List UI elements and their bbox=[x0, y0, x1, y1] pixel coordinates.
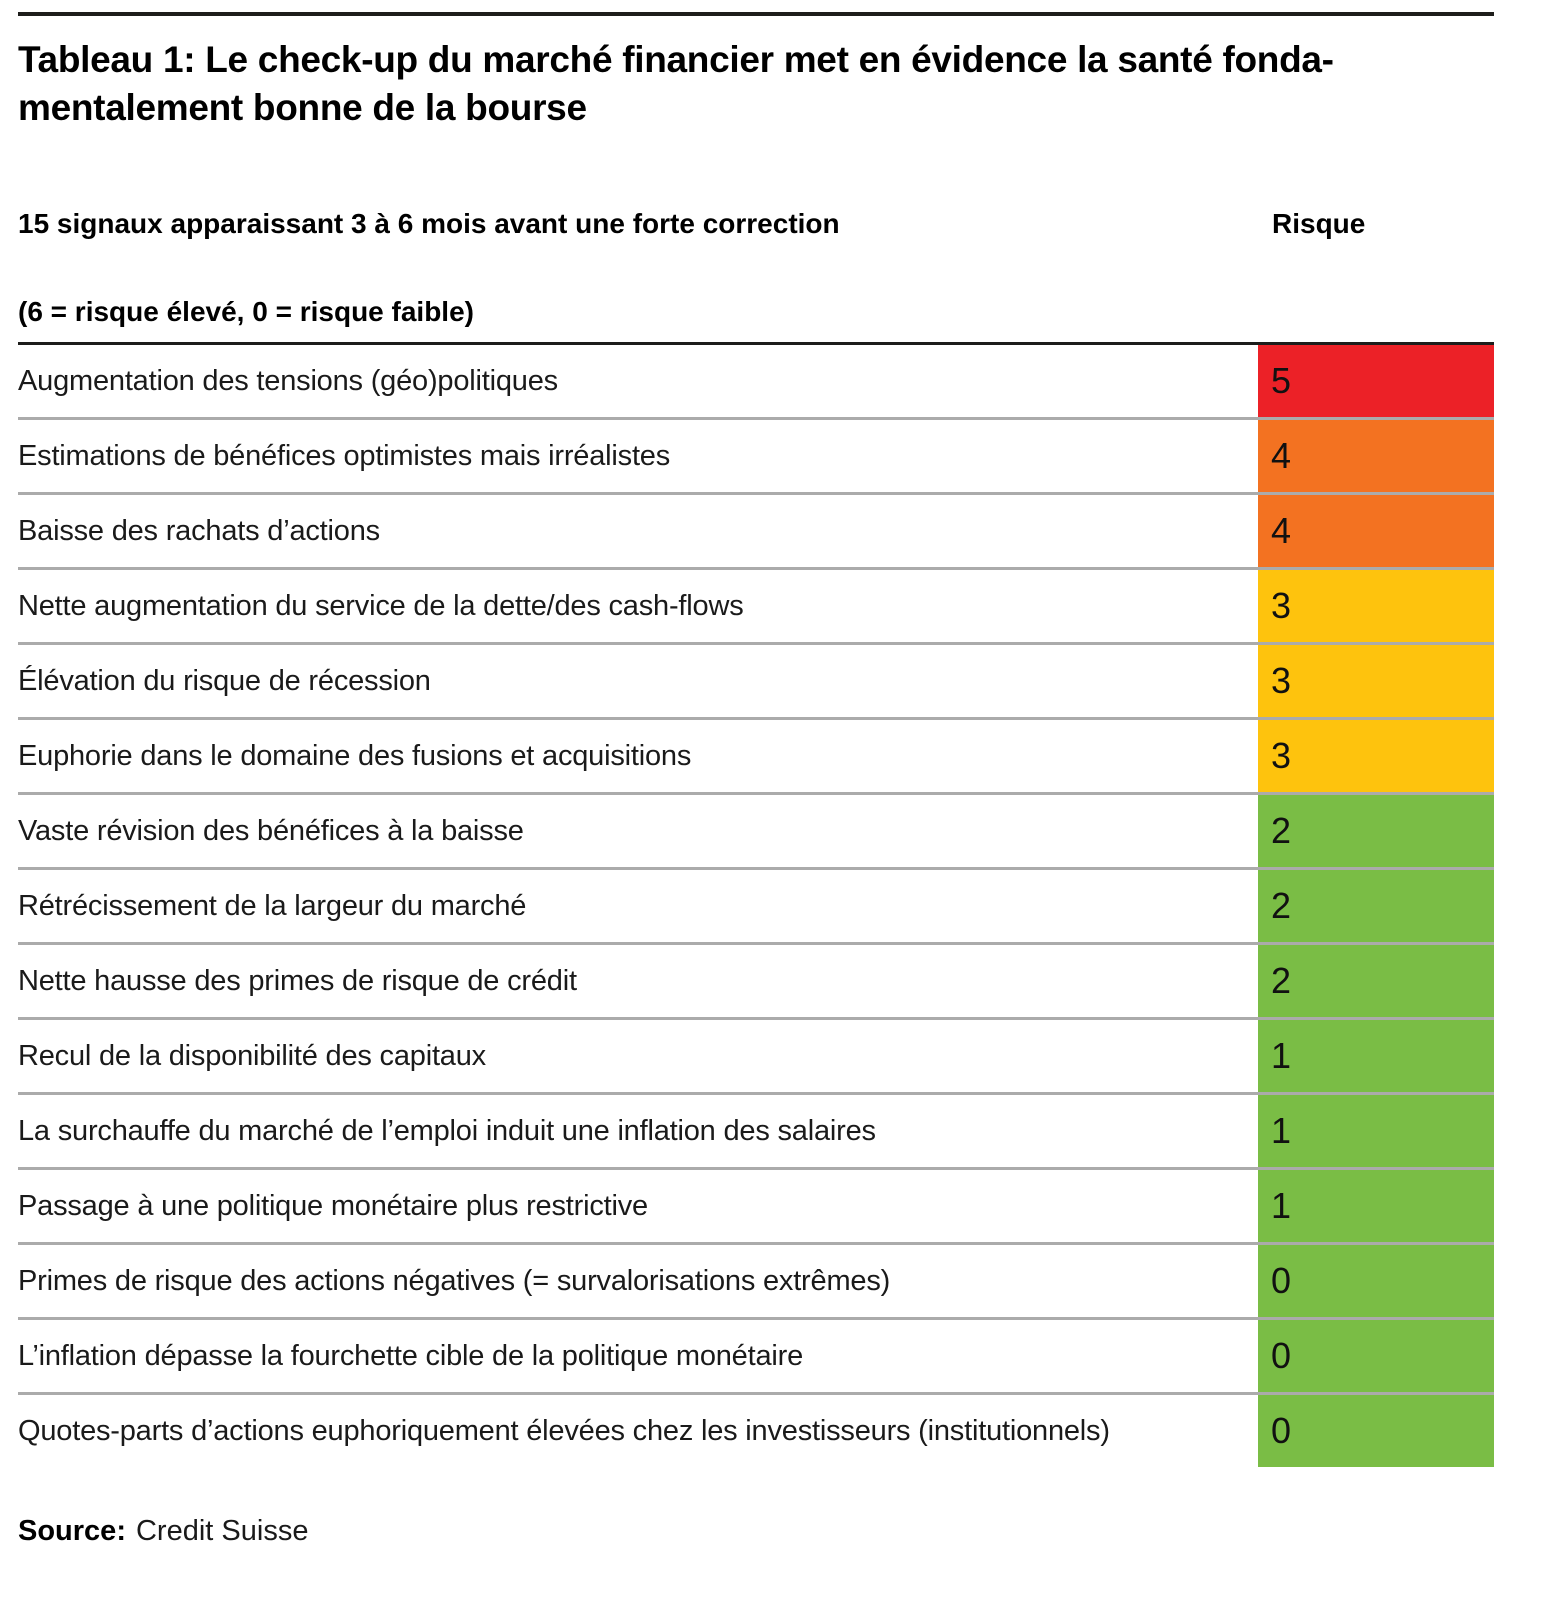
table-row: Nette hausse des primes de risque de cré… bbox=[18, 945, 1494, 1020]
risk-value-cell: 2 bbox=[1258, 945, 1494, 1017]
risk-value-cell: 4 bbox=[1258, 420, 1494, 492]
column-headers: 15 signaux apparaissant 3 à 6 mois avant… bbox=[18, 208, 1494, 240]
signals-column-header: 15 signaux apparaissant 3 à 6 mois avant… bbox=[18, 208, 840, 239]
risk-scale-note: (6 = risque élevé, 0 = risque faible) bbox=[18, 296, 474, 327]
table-row: Augmentation des tensions (géo)politique… bbox=[18, 345, 1494, 420]
risk-value-cell: 4 bbox=[1258, 495, 1494, 567]
signal-label: Vaste révision des bénéfices à la baisse bbox=[18, 814, 524, 847]
figure-title-line1: Tableau 1: Le check-up du marché financi… bbox=[18, 39, 1334, 80]
risk-value-cell: 5 bbox=[1258, 345, 1494, 417]
table-row: Primes de risque des actions négatives (… bbox=[18, 1245, 1494, 1320]
table-row: Nette augmentation du service de la dett… bbox=[18, 570, 1494, 645]
signal-label: Recul de la disponibilité des capitaux bbox=[18, 1039, 486, 1072]
table-row: L’inflation dépasse la fourchette cible … bbox=[18, 1320, 1494, 1395]
signal-label: Nette augmentation du service de la dett… bbox=[18, 589, 744, 622]
signal-label: Augmentation des tensions (géo)politique… bbox=[18, 364, 558, 397]
table-row: Estimations de bénéfices optimistes mais… bbox=[18, 420, 1494, 495]
table-row: Baisse des rachats d’actions 4 bbox=[18, 495, 1494, 570]
risk-value-cell: 0 bbox=[1258, 1245, 1494, 1317]
risk-value-cell: 1 bbox=[1258, 1170, 1494, 1242]
signal-label: Baisse des rachats d’actions bbox=[18, 514, 380, 547]
table-row: Quotes-parts d’actions euphoriquement él… bbox=[18, 1395, 1494, 1467]
risk-value-cell: 3 bbox=[1258, 570, 1494, 642]
signal-label: Rétrécissement de la largeur du marché bbox=[18, 889, 527, 922]
signal-label: Estimations de bénéfices optimistes mais… bbox=[18, 439, 671, 472]
risk-value-cell: 1 bbox=[1258, 1020, 1494, 1092]
figure-title-line2: mentalement bonne de la bourse bbox=[18, 87, 587, 128]
signal-label: Nette hausse des primes de risque de cré… bbox=[18, 964, 577, 997]
source-label: Source: bbox=[18, 1515, 126, 1547]
source-line: Source: Credit Suisse bbox=[18, 1515, 1494, 1548]
risk-table: Augmentation des tensions (géo)politique… bbox=[18, 342, 1494, 1467]
table-row: Passage à une politique monétaire plus r… bbox=[18, 1170, 1494, 1245]
signal-label: L’inflation dépasse la fourchette cible … bbox=[18, 1339, 804, 1372]
risk-value-cell: 3 bbox=[1258, 645, 1494, 717]
table-figure: Tableau 1: Le check-up du marché financi… bbox=[0, 12, 1542, 1601]
top-divider bbox=[18, 12, 1494, 16]
signal-label: Primes de risque des actions négatives (… bbox=[18, 1264, 891, 1297]
table-row: La surchauffe du marché de l’emploi indu… bbox=[18, 1095, 1494, 1170]
table-row: Euphorie dans le domaine des fusions et … bbox=[18, 720, 1494, 795]
signal-label: Passage à une politique monétaire plus r… bbox=[18, 1189, 648, 1222]
table-row: Recul de la disponibilité des capitaux 1 bbox=[18, 1020, 1494, 1095]
risk-value-cell: 2 bbox=[1258, 795, 1494, 867]
signal-label: Euphorie dans le domaine des fusions et … bbox=[18, 739, 692, 772]
risk-value-cell: 0 bbox=[1258, 1320, 1494, 1392]
risk-value-cell: 0 bbox=[1258, 1395, 1494, 1467]
signal-label: Quotes-parts d’actions euphoriquement él… bbox=[18, 1414, 1110, 1447]
table-row: Élévation du risque de récession 3 bbox=[18, 645, 1494, 720]
figure-title: Tableau 1: Le check-up du marché financi… bbox=[18, 36, 1494, 132]
table-row: Rétrécissement de la largeur du marché 2 bbox=[18, 870, 1494, 945]
risk-value-cell: 2 bbox=[1258, 870, 1494, 942]
risk-value-cell: 1 bbox=[1258, 1095, 1494, 1167]
source-value: Credit Suisse bbox=[135, 1515, 309, 1547]
risk-value-cell: 3 bbox=[1258, 720, 1494, 792]
signal-label: Élévation du risque de récession bbox=[18, 664, 431, 697]
signal-label: La surchauffe du marché de l’emploi indu… bbox=[18, 1114, 876, 1147]
table-row: Vaste révision des bénéfices à la baisse… bbox=[18, 795, 1494, 870]
risk-column-header: Risque bbox=[1272, 208, 1366, 239]
